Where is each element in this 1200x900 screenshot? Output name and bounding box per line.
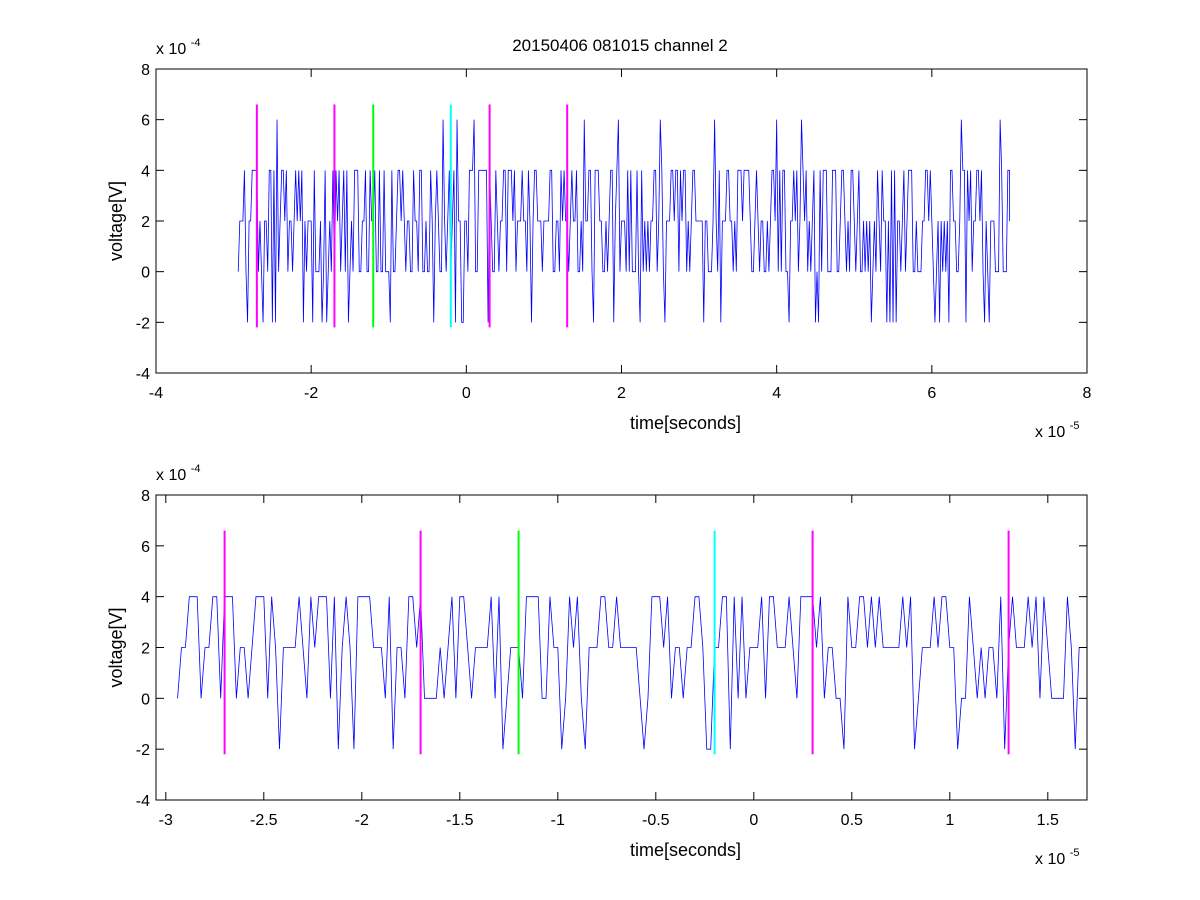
y-tick-label: 2 [141, 214, 150, 231]
signal-trace [237, 119, 1010, 323]
y-exponent-label: x 10 -4 [156, 463, 200, 484]
y-tick-label: 6 [141, 539, 150, 556]
y-exponent-power: -4 [191, 463, 201, 475]
y-tick-label: 0 [141, 265, 150, 282]
y-tick-label: -4 [136, 366, 150, 383]
x-tick-label: 0.5 [841, 812, 863, 829]
figure-title: 20150406 081015 channel 2 [512, 36, 728, 55]
y-axis-label: voltage[V] [106, 181, 126, 261]
y-tick-label: -2 [136, 315, 150, 332]
x-tick-label: 0 [462, 385, 471, 402]
y-tick-label: 2 [141, 641, 150, 658]
signal-trace [177, 596, 1087, 750]
x-axis-label: time[seconds] [630, 840, 741, 860]
x-axis-label: time[seconds] [630, 413, 741, 433]
y-exponent-label: x 10 -4 [156, 37, 200, 58]
bottom-subplot: -3 -2.5 -2 -1.5 -1 -0.5 0 0.5 1 1.5 -4 -2 0 2 4 6 8 time[… [106, 463, 1088, 868]
x-tick-label: -3 [159, 812, 173, 829]
y-tick-label: -2 [136, 742, 150, 759]
x-tick-label: -1.5 [446, 812, 474, 829]
x-tick-label: -1 [551, 812, 565, 829]
y-exponent-power: -4 [191, 37, 201, 49]
y-tick-label: 8 [141, 62, 150, 79]
top-subplot: -4 -2 0 2 4 6 8 -4 -2 0 2 4 6 8 time[seconds] voltage[V… [106, 37, 1092, 441]
x-exponent-power: -5 [1070, 420, 1080, 432]
x-tick-label: -2 [355, 812, 369, 829]
x-exponent-label: x 10 -5 [1035, 847, 1079, 868]
y-tick-label: 4 [141, 590, 150, 607]
y-tick-label: 6 [141, 113, 150, 130]
x-tick-label: 1.5 [1037, 812, 1059, 829]
y-tick-label: 4 [141, 163, 150, 180]
x-tick-label: -0.5 [642, 812, 670, 829]
x-exponent-power: -5 [1070, 847, 1080, 859]
x-tick-label: 4 [772, 385, 781, 402]
x-tick-label: 8 [1083, 385, 1092, 402]
x-tick-label: -4 [149, 385, 163, 402]
x-tick-label: 2 [617, 385, 626, 402]
x-tick-label: -2 [304, 385, 318, 402]
y-tick-label: 0 [141, 691, 150, 708]
x-tick-label: 1 [945, 812, 954, 829]
y-tick-label: 8 [141, 488, 150, 505]
x-tick-label: 6 [927, 385, 936, 402]
x-tick-label: -2.5 [250, 812, 278, 829]
x-exponent-label: x 10 -5 [1035, 420, 1079, 441]
x-tick-label: 0 [749, 812, 758, 829]
y-axis-label: voltage[V] [106, 607, 126, 687]
y-tick-label: -4 [136, 793, 150, 810]
